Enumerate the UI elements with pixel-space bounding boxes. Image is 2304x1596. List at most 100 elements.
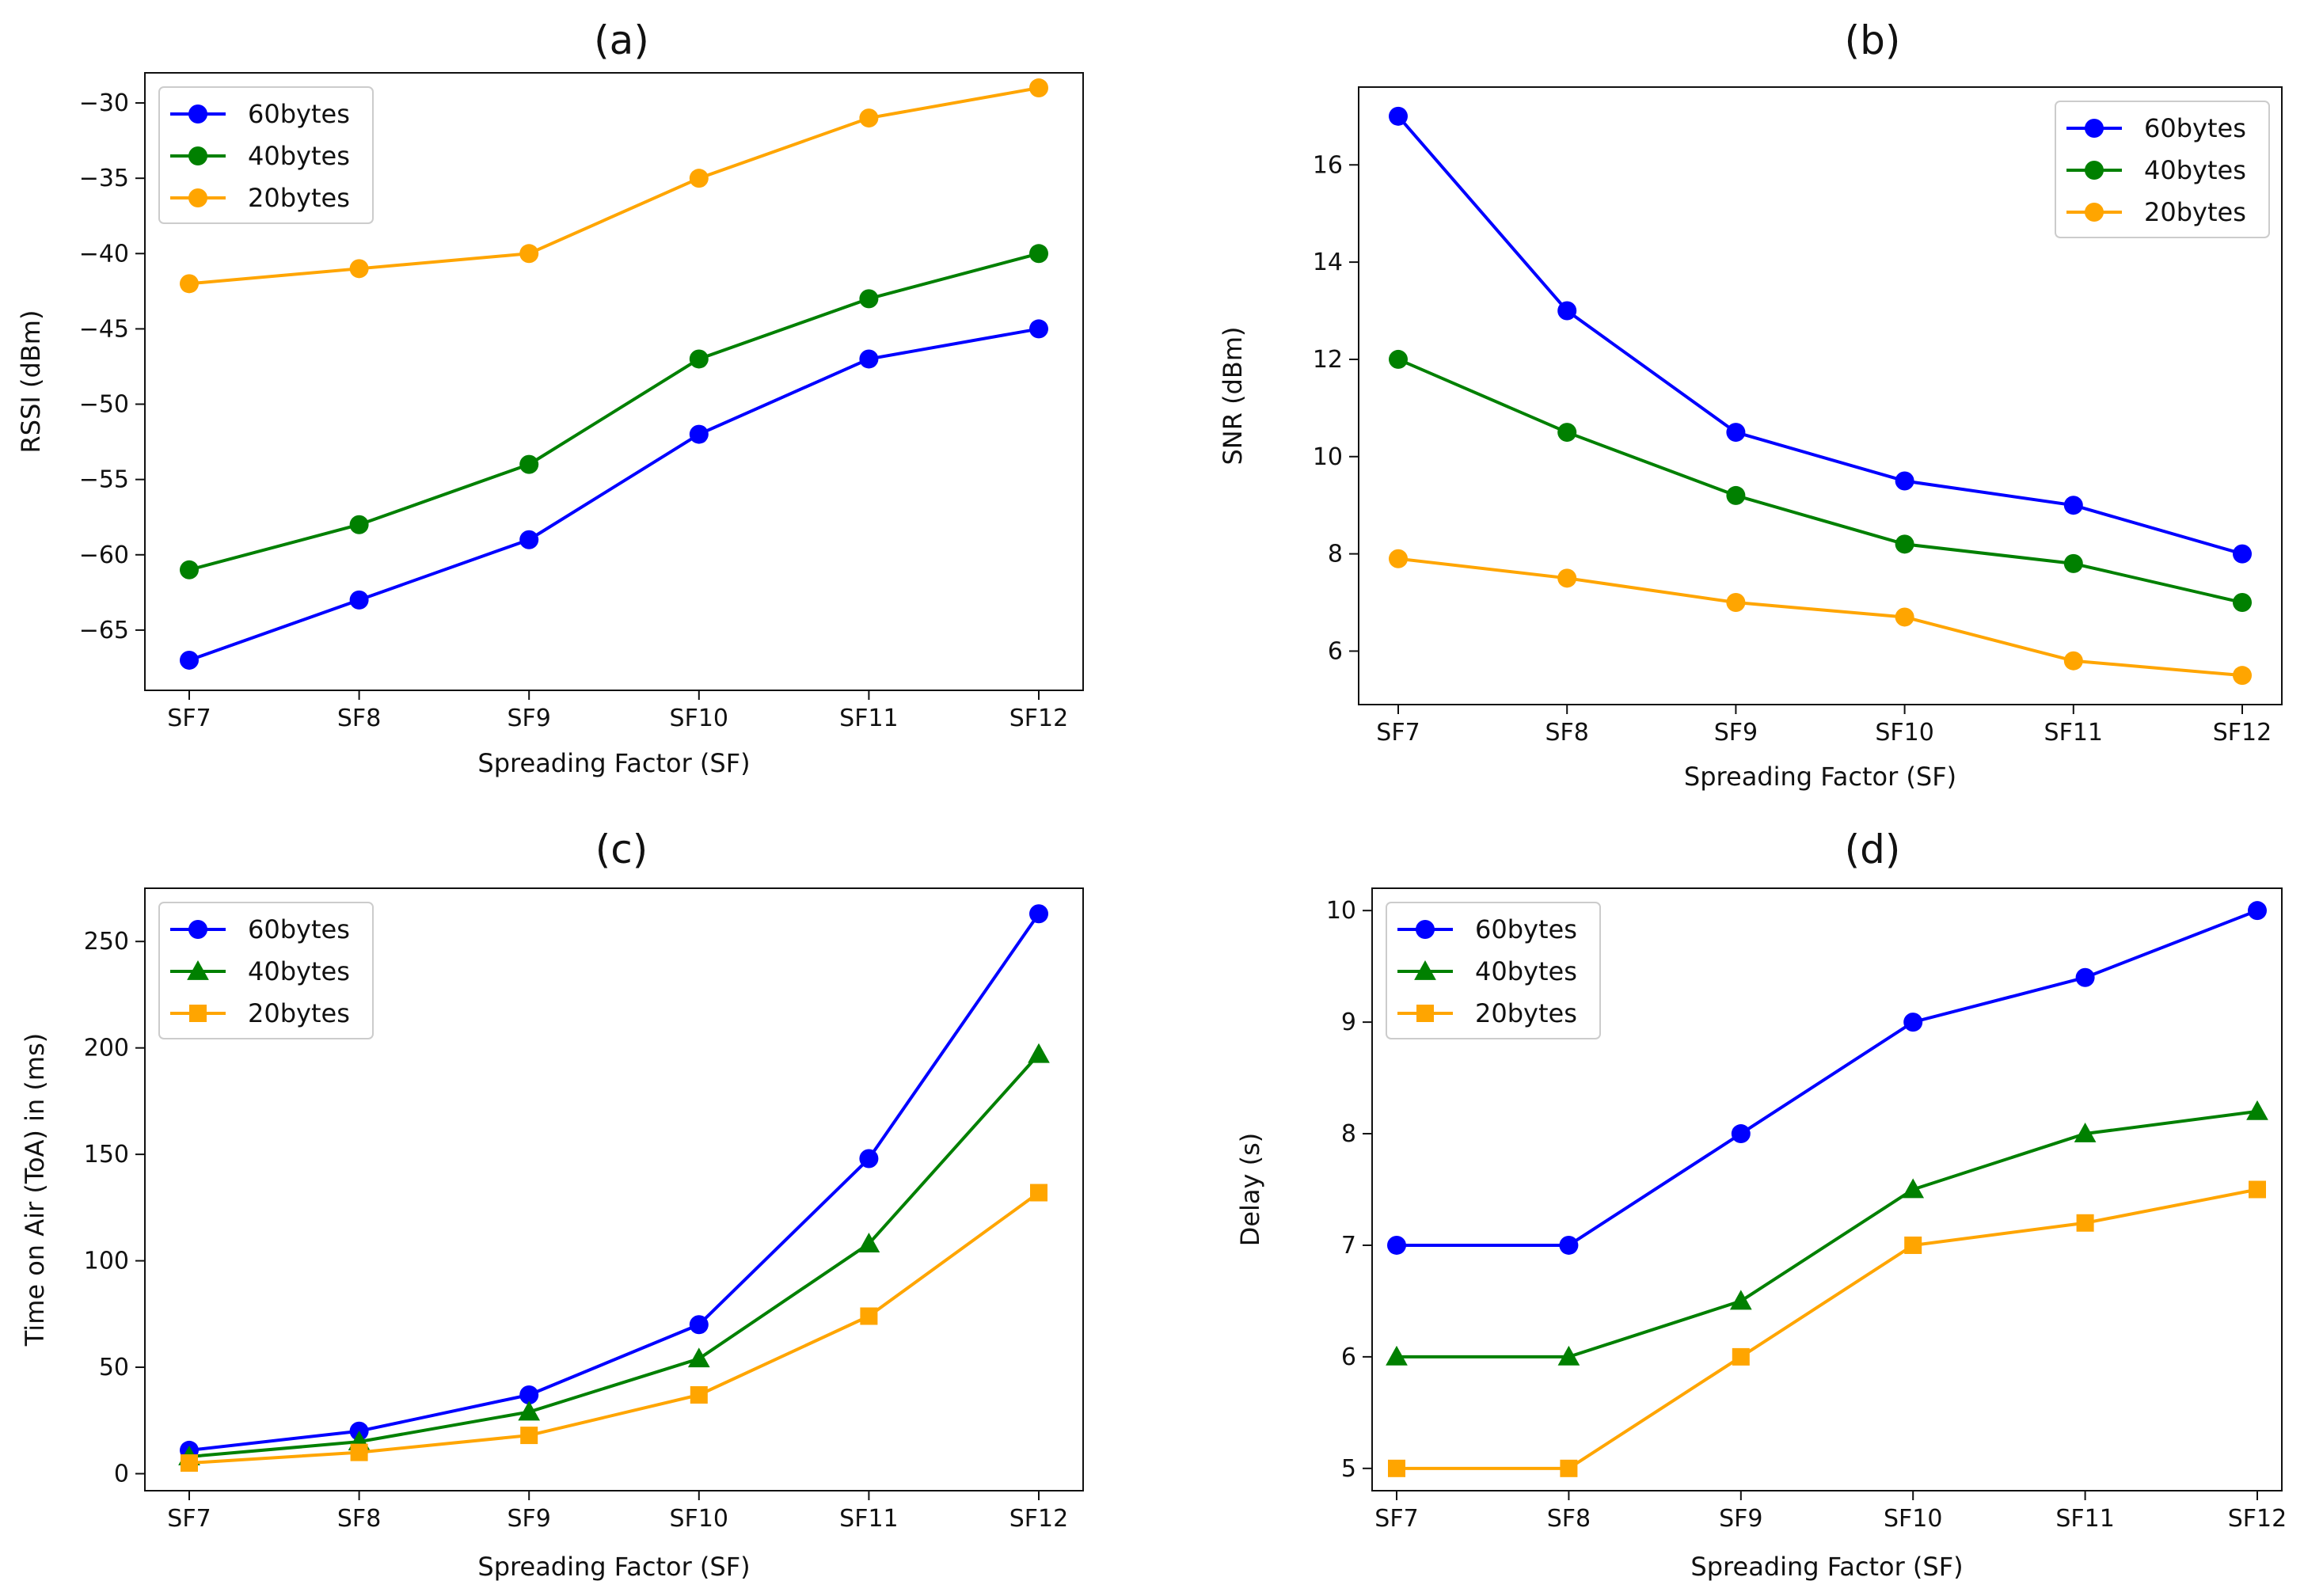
x-tick-label: SF11 xyxy=(839,1505,898,1533)
y-tick-label: 100 xyxy=(84,1248,129,1275)
x-tick-label: SF7 xyxy=(167,705,211,732)
legend-entry: 20bytes xyxy=(1397,998,1577,1028)
y-tick-label: 200 xyxy=(84,1035,129,1062)
plot-frame xyxy=(144,887,1084,1492)
data-point xyxy=(1559,1235,1579,1255)
data-point xyxy=(1557,423,1577,443)
legend-marker xyxy=(189,1005,207,1022)
legend: 60bytes 40bytes 20bytes xyxy=(1386,902,1601,1039)
panel-title: (a) xyxy=(594,17,649,63)
series-line xyxy=(1397,1109,2258,1358)
data-point xyxy=(1029,319,1048,339)
series-40bytes xyxy=(178,1043,1050,1465)
y-tick-label: 250 xyxy=(84,928,129,956)
series-20bytes xyxy=(181,1184,1047,1472)
series-60bytes xyxy=(1387,901,2267,1255)
x-tick-label: SF12 xyxy=(2228,1505,2287,1533)
data-point xyxy=(1557,301,1577,321)
series-20bytes xyxy=(1389,549,2252,686)
series-line xyxy=(188,1053,1040,1458)
y-tick-label: 6 xyxy=(1328,637,1343,665)
legend-label: 40bytes xyxy=(1475,956,1577,986)
x-tick-label: SF9 xyxy=(508,705,551,732)
data-point xyxy=(859,1149,879,1168)
legend-marker xyxy=(1416,1005,1434,1022)
y-tick-label: 0 xyxy=(114,1460,129,1488)
legend-marker xyxy=(188,920,207,939)
y-tick-label: −65 xyxy=(79,617,129,644)
y-axis-label: SNR (dBm) xyxy=(1218,326,1248,465)
data-point xyxy=(1389,349,1408,369)
data-point xyxy=(519,244,539,264)
legend-label: 40bytes xyxy=(248,956,350,986)
data-point xyxy=(2074,1123,2097,1142)
x-tick-label: SF7 xyxy=(1374,1505,1418,1533)
data-point xyxy=(519,1385,539,1404)
legend: 60bytes 40bytes 20bytes xyxy=(158,86,374,224)
data-point xyxy=(350,1443,368,1461)
series-line xyxy=(188,1191,1040,1465)
data-point xyxy=(859,108,879,128)
data-point xyxy=(1726,593,1746,613)
y-axis-label: Time on Air (ToA) in (ms) xyxy=(20,1033,50,1347)
data-point xyxy=(518,1400,541,1421)
panel-title: (d) xyxy=(1845,826,1901,872)
data-point xyxy=(2063,651,2083,671)
data-point xyxy=(860,1307,878,1325)
data-point xyxy=(689,169,709,188)
legend-marker xyxy=(188,104,207,124)
data-point xyxy=(2076,1214,2094,1232)
data-point xyxy=(180,274,199,294)
x-tick-label: SF9 xyxy=(1719,1505,1762,1533)
legend-label: 60bytes xyxy=(1475,914,1577,944)
y-tick-label: −30 xyxy=(79,89,129,117)
data-point xyxy=(859,289,879,309)
data-point xyxy=(1904,1236,1922,1254)
legend-label: 20bytes xyxy=(2144,197,2246,227)
data-point xyxy=(520,1427,538,1445)
legend-marker xyxy=(187,960,209,980)
y-tick-label: 5 xyxy=(1341,1455,1356,1483)
x-tick-label: SF7 xyxy=(1376,719,1420,747)
data-point xyxy=(1029,904,1048,924)
series-20bytes xyxy=(1388,1180,2266,1477)
data-point xyxy=(1029,78,1048,98)
y-tick-label: 8 xyxy=(1328,541,1343,568)
legend-entry: 20bytes xyxy=(170,998,350,1028)
legend-entry: 40bytes xyxy=(170,141,350,171)
legend-entry: 60bytes xyxy=(1397,914,1577,944)
y-tick-label: 12 xyxy=(1313,346,1343,374)
y-tick-label: −45 xyxy=(79,315,129,343)
y-axis-label: Delay (s) xyxy=(1235,1133,1265,1247)
y-tick-label: 9 xyxy=(1341,1009,1356,1036)
x-axis-label: Spreading Factor (SF) xyxy=(1684,762,1956,792)
data-point xyxy=(1388,1459,1405,1477)
x-tick-label: SF8 xyxy=(337,1505,381,1533)
x-tick-label: SF11 xyxy=(2044,719,2103,747)
y-tick-label: 14 xyxy=(1313,249,1343,276)
data-point xyxy=(1386,1345,1408,1366)
y-tick-label: −50 xyxy=(79,391,129,419)
data-point xyxy=(2233,666,2252,686)
data-point xyxy=(349,515,369,534)
legend-entry: 40bytes xyxy=(2066,155,2246,185)
panel-title: (b) xyxy=(1845,17,1901,63)
x-tick-label: SF9 xyxy=(1714,719,1758,747)
data-point xyxy=(1030,1184,1047,1202)
series-40bytes xyxy=(1389,349,2252,613)
data-point xyxy=(1895,607,1914,627)
data-point xyxy=(689,424,709,444)
data-point xyxy=(689,1315,709,1335)
x-tick-label: SF8 xyxy=(337,705,381,732)
data-point xyxy=(1895,471,1914,491)
y-tick-label: −35 xyxy=(79,165,129,192)
y-tick-label: −60 xyxy=(79,542,129,569)
legend: 60bytes 40bytes 20bytes xyxy=(2055,101,2270,238)
legend-marker xyxy=(2085,119,2104,138)
x-tick-label: SF11 xyxy=(2055,1505,2114,1533)
data-point xyxy=(2075,967,2095,987)
series-line xyxy=(188,252,1040,572)
x-tick-label: SF9 xyxy=(508,1505,551,1533)
legend-marker xyxy=(2085,161,2104,180)
